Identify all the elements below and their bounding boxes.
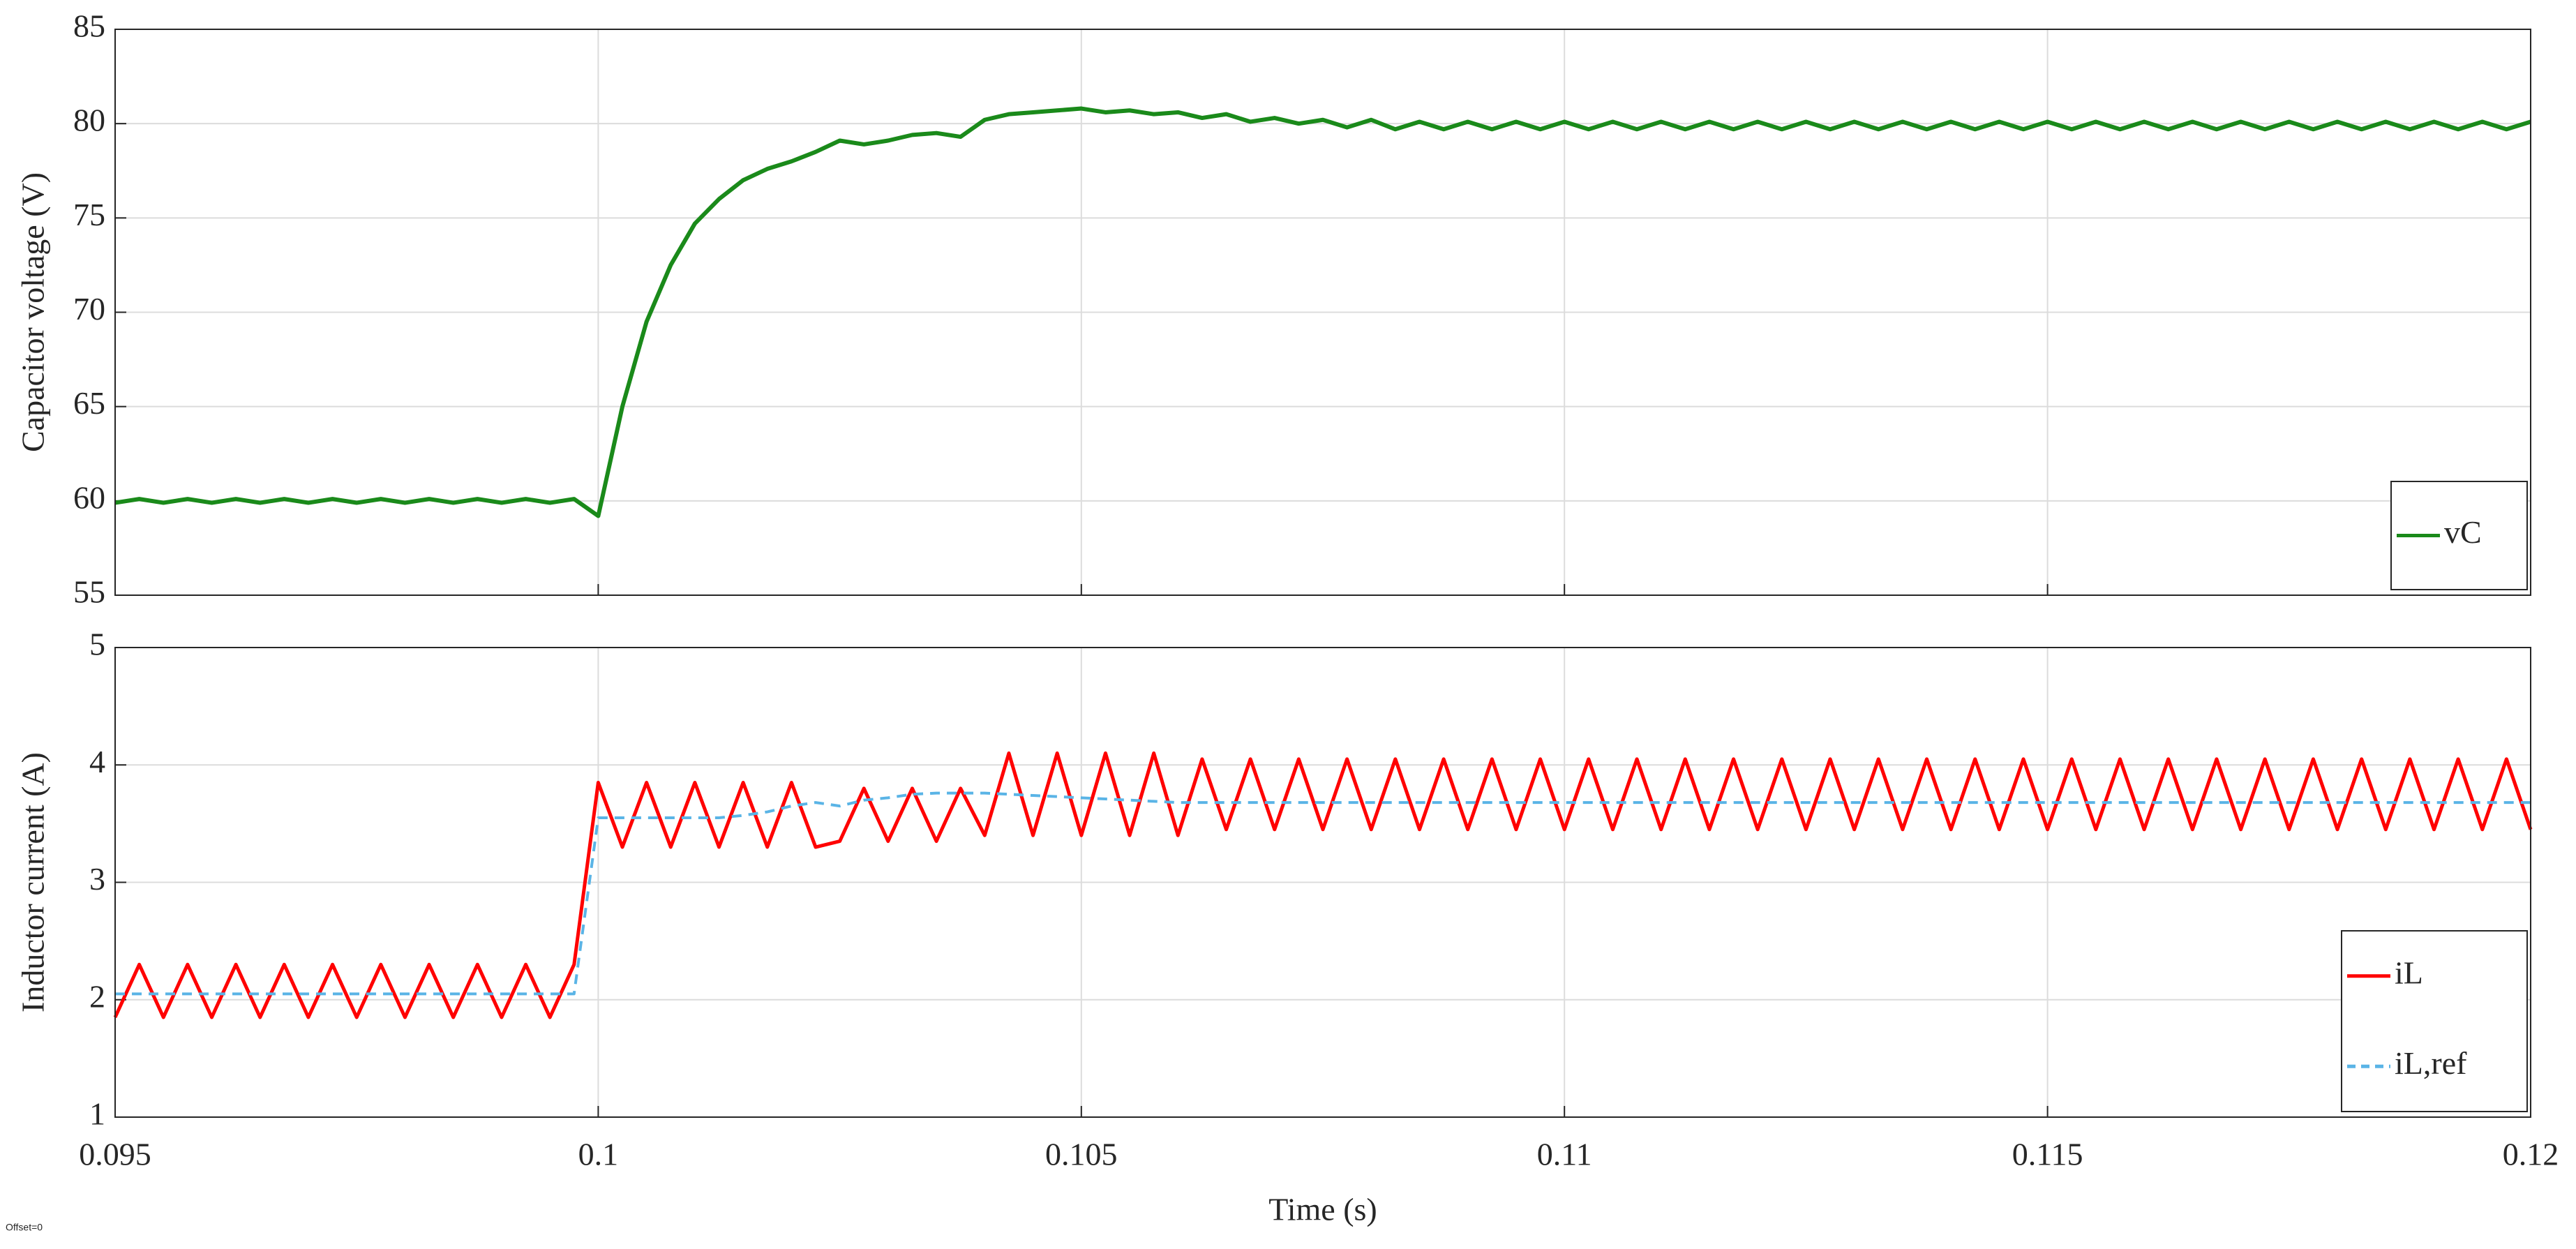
x-tick-label: 0.115 xyxy=(2012,1137,2083,1172)
y-tick-label: 80 xyxy=(73,103,105,138)
legend-box xyxy=(2341,930,2528,1112)
x-tick-label: 0.095 xyxy=(79,1137,151,1172)
legend-label: iL xyxy=(2395,955,2423,990)
x-tick-label: 0.12 xyxy=(2503,1137,2559,1172)
series-line xyxy=(114,106,2531,518)
footer-note: Offset=0 xyxy=(6,1222,43,1233)
x-axis-label: Time (s) xyxy=(1268,1192,1377,1227)
plot-frame xyxy=(114,29,2531,596)
series-line xyxy=(115,791,2531,996)
y-tick-label: 85 xyxy=(73,8,105,44)
y-tick-label: 3 xyxy=(89,861,105,897)
y-tick-label: 5 xyxy=(89,627,105,662)
legend-label: vC xyxy=(2444,514,2482,550)
y-tick-label: 55 xyxy=(73,574,105,610)
y-tick-label: 1 xyxy=(89,1096,105,1132)
y-axis-label: Inductor current (A) xyxy=(15,752,51,1012)
x-tick-label: 0.1 xyxy=(578,1137,619,1172)
y-tick-label: 2 xyxy=(89,978,105,1014)
y-tick-label: 4 xyxy=(89,744,105,779)
y-axis-label: Capacitor voltage (V) xyxy=(15,172,51,452)
x-tick-label: 0.11 xyxy=(1537,1137,1592,1172)
y-tick-label: 65 xyxy=(73,385,105,421)
y-tick-label: 75 xyxy=(73,197,105,232)
y-tick-label: 70 xyxy=(73,291,105,327)
plot-frame xyxy=(114,647,2531,1118)
x-tick-label: 0.105 xyxy=(1045,1137,1118,1172)
series-line xyxy=(113,751,2533,1019)
legend-label: iL,ref xyxy=(2395,1045,2467,1081)
y-tick-label: 60 xyxy=(73,479,105,515)
